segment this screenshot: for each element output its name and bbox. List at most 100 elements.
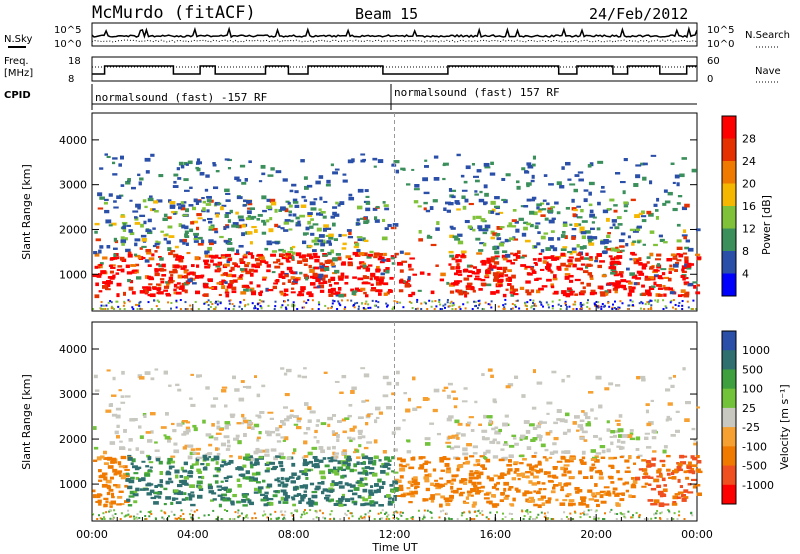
data-cell: [183, 430, 189, 435]
data-cell: [489, 259, 495, 263]
data-cell: [473, 476, 479, 480]
data-cell: [573, 510, 576, 513]
data-cell: [221, 460, 227, 464]
data-cell: [425, 498, 429, 502]
data-cell: [559, 308, 562, 310]
data-cell: [193, 510, 196, 513]
data-cell: [303, 455, 309, 458]
data-cell: [98, 263, 103, 267]
data-cell: [333, 455, 337, 460]
data-cell: [556, 181, 562, 186]
data-cell: [538, 252, 543, 255]
colorbar-block: [722, 446, 736, 467]
data-cell: [530, 266, 534, 271]
data-cell: [597, 264, 602, 269]
data-cell: [472, 445, 478, 449]
data-cell: [561, 378, 565, 383]
data-cell: [98, 249, 102, 254]
data-cell: [169, 270, 175, 274]
data-cell: [188, 494, 195, 498]
data-cell: [100, 455, 105, 459]
data-cell: [374, 419, 378, 424]
data-cell: [450, 482, 454, 485]
data-cell: [290, 271, 296, 275]
data-cell: [662, 449, 667, 454]
data-cell: [612, 282, 616, 287]
data-cell: [458, 259, 462, 263]
data-cell: [204, 254, 210, 258]
data-cell: [565, 494, 570, 498]
data-cell: [138, 301, 141, 304]
data-cell: [676, 253, 681, 256]
data-cell: [100, 301, 103, 304]
data-cell: [620, 440, 626, 444]
data-cell: [126, 498, 130, 502]
data-cell: [361, 302, 364, 305]
data-cell: [303, 440, 308, 445]
data-cell: [339, 391, 344, 394]
data-cell: [599, 471, 603, 476]
data-cell: [463, 511, 466, 514]
data-cell: [516, 489, 521, 493]
data-cell: [587, 238, 594, 242]
data-cell: [309, 275, 315, 279]
data-cell: [204, 250, 210, 254]
data-cell: [283, 497, 289, 501]
data-cell: [158, 300, 160, 303]
data-cell: [470, 488, 477, 492]
data-cell: [502, 304, 505, 307]
data-cell: [512, 209, 517, 212]
data-cell: [353, 245, 359, 249]
data-cell: [244, 305, 246, 308]
data-cell: [205, 174, 210, 178]
data-cell: [648, 212, 654, 217]
data-cell: [681, 308, 684, 310]
data-cell: [365, 195, 370, 198]
data-cell: [347, 489, 354, 493]
date-title: 24/Feb/2012: [589, 5, 688, 23]
data-cell: [361, 453, 365, 457]
data-cell: [552, 442, 557, 446]
data-cell: [540, 214, 546, 217]
data-cell: [328, 242, 333, 246]
data-cell: [109, 300, 112, 303]
data-cell: [179, 285, 185, 290]
data-cell: [638, 212, 643, 215]
data-cell: [450, 518, 453, 520]
data-cell: [522, 254, 527, 258]
data-cell: [696, 406, 700, 409]
data-cell: [184, 482, 189, 486]
data-cell: [617, 439, 621, 443]
data-cell: [402, 168, 406, 171]
data-cell: [649, 267, 654, 270]
data-cell: [209, 255, 215, 258]
data-cell: [510, 252, 514, 255]
data-cell: [588, 307, 591, 310]
data-cell: [398, 289, 404, 293]
data-cell: [471, 481, 477, 486]
data-cell: [641, 378, 646, 382]
data-cell: [662, 494, 667, 498]
data-cell: [379, 485, 384, 489]
data-cell: [336, 438, 340, 443]
data-cell: [369, 500, 375, 503]
data-cell: [154, 272, 160, 277]
data-cell: [106, 283, 111, 287]
data-cell: [687, 306, 690, 309]
data-cell: [620, 274, 624, 278]
data-cell: [119, 440, 123, 443]
data-cell: [583, 439, 588, 442]
data-cell: [300, 497, 305, 502]
data-cell: [522, 518, 525, 520]
data-cell: [614, 226, 620, 230]
data-cell: [307, 213, 313, 218]
data-cell: [112, 161, 116, 165]
data-cell: [490, 256, 496, 260]
data-cell: [189, 397, 193, 400]
data-cell: [391, 470, 396, 473]
data-cell: [618, 414, 623, 418]
data-cell: [532, 299, 535, 302]
data-cell: [129, 490, 136, 495]
data-cell: [357, 436, 362, 440]
data-cell: [521, 476, 527, 479]
